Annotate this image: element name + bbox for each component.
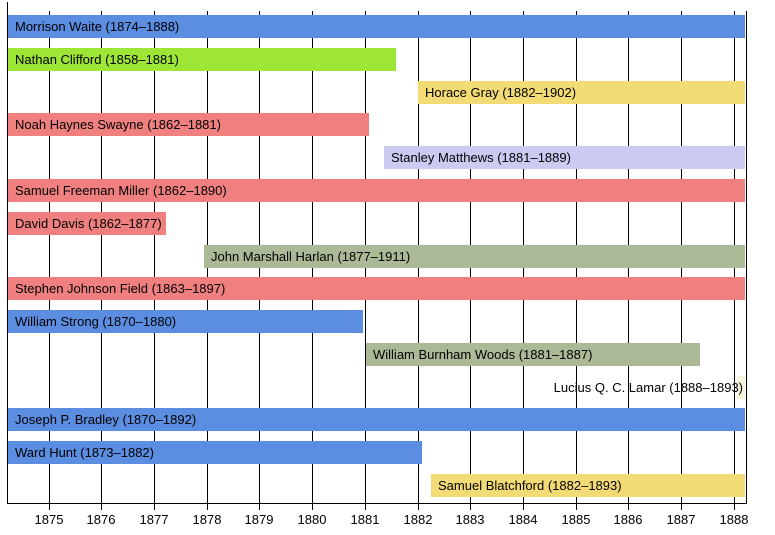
timeline-bar: Nathan Clifford (1858–1881) bbox=[8, 48, 396, 71]
x-axis-tick bbox=[207, 504, 208, 510]
bar-label: Morrison Waite (1874–1888) bbox=[15, 19, 180, 34]
timeline-bar: Samuel Freeman Miller (1862–1890) bbox=[8, 179, 745, 202]
timeline-bar: Horace Gray (1882–1902) bbox=[418, 81, 745, 104]
timeline-bar: Stephen Johnson Field (1863–1897) bbox=[8, 277, 745, 300]
x-axis-tick bbox=[523, 504, 524, 510]
bar-label: Stephen Johnson Field (1863–1897) bbox=[15, 281, 226, 296]
timeline-bar: Joseph P. Bradley (1870–1892) bbox=[8, 408, 745, 431]
timeline-bar: John Marshall Harlan (1877–1911) bbox=[204, 245, 745, 268]
x-axis-tick-label: 1883 bbox=[455, 512, 485, 527]
timeline-bar: William Burnham Woods (1881–1887) bbox=[366, 343, 700, 366]
timeline-bar: Morrison Waite (1874–1888) bbox=[8, 15, 745, 38]
bar-label: Ward Hunt (1873–1882) bbox=[15, 445, 154, 460]
x-axis-tick-label: 1880 bbox=[297, 512, 327, 527]
x-axis-tick bbox=[365, 504, 366, 510]
timeline-bar: David Davis (1862–1877) bbox=[8, 212, 166, 235]
bar-label: Nathan Clifford (1858–1881) bbox=[15, 52, 179, 67]
x-axis-tick bbox=[628, 504, 629, 510]
x-axis-tick-label: 1888 bbox=[719, 512, 749, 527]
bar-label: Horace Gray (1882–1902) bbox=[425, 85, 577, 100]
bar-label: William Strong (1870–1880) bbox=[15, 314, 177, 329]
bar-label: Noah Haynes Swayne (1862–1881) bbox=[15, 117, 221, 132]
x-axis-tick bbox=[576, 504, 577, 510]
gridline-1876 bbox=[101, 11, 102, 503]
bar-label: Stanley Matthews (1881–1889) bbox=[391, 150, 571, 165]
bar-label: Joseph P. Bradley (1870–1892) bbox=[15, 412, 197, 427]
x-axis-tick bbox=[154, 504, 155, 510]
timeline-bar: William Strong (1870–1880) bbox=[8, 310, 363, 333]
plot-left-border bbox=[7, 2, 8, 503]
bar-label: Lucius Q. C. Lamar (1888–1893) bbox=[553, 380, 743, 395]
x-axis-tick-label: 1876 bbox=[86, 512, 116, 527]
bar-label: John Marshall Harlan (1877–1911) bbox=[211, 249, 411, 264]
timeline-bar bbox=[737, 376, 745, 399]
gridline-1877 bbox=[154, 11, 155, 503]
x-axis-tick bbox=[259, 504, 260, 510]
timeline-bar: Ward Hunt (1873–1882) bbox=[8, 441, 422, 464]
x-axis-tick-label: 1886 bbox=[613, 512, 643, 527]
x-axis-tick bbox=[470, 504, 471, 510]
bar-label: David Davis (1862–1877) bbox=[15, 216, 162, 231]
x-axis-tick-label: 1875 bbox=[34, 512, 64, 527]
bar-label: Samuel Blatchford (1882–1893) bbox=[438, 478, 622, 493]
x-axis-tick-label: 1878 bbox=[192, 512, 222, 527]
x-axis-tick bbox=[734, 504, 735, 510]
bar-label: William Burnham Woods (1881–1887) bbox=[373, 347, 593, 362]
x-axis-tick bbox=[49, 504, 50, 510]
x-axis-tick-label: 1882 bbox=[403, 512, 433, 527]
x-axis-tick-label: 1884 bbox=[508, 512, 538, 527]
x-axis-tick bbox=[101, 504, 102, 510]
timeline-bar: Stanley Matthews (1881–1889) bbox=[384, 146, 745, 169]
x-axis-tick bbox=[312, 504, 313, 510]
x-axis-line bbox=[7, 503, 747, 504]
timeline-bar: Samuel Blatchford (1882–1893) bbox=[431, 474, 745, 497]
x-axis-tick-label: 1877 bbox=[139, 512, 169, 527]
x-axis-tick-label: 1881 bbox=[350, 512, 380, 527]
x-axis-tick bbox=[681, 504, 682, 510]
x-axis-tick bbox=[418, 504, 419, 510]
x-axis-tick-label: 1879 bbox=[244, 512, 274, 527]
bar-label: Samuel Freeman Miller (1862–1890) bbox=[15, 183, 227, 198]
x-axis-tick-label: 1887 bbox=[666, 512, 696, 527]
x-axis-tick-label: 1885 bbox=[561, 512, 591, 527]
timeline-bar: Noah Haynes Swayne (1862–1881) bbox=[8, 113, 369, 136]
gridline-1875 bbox=[49, 11, 50, 503]
plot-right-border bbox=[746, 11, 747, 503]
